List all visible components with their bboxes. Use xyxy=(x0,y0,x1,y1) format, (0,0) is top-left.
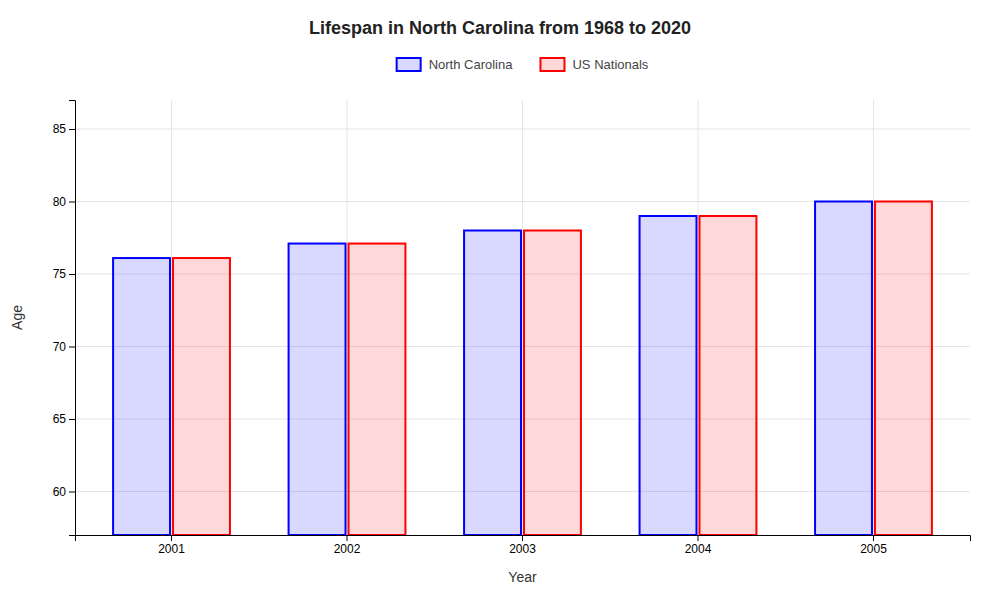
bar xyxy=(640,216,697,535)
tick-mark xyxy=(69,129,75,130)
tick-label: 75 xyxy=(53,267,67,281)
bar xyxy=(815,202,872,536)
tick-mark xyxy=(69,419,75,420)
tick: 60 xyxy=(53,485,75,499)
title: Lifespan in North Carolina from 1968 to … xyxy=(309,18,691,38)
tick-mark xyxy=(347,535,348,541)
tick-mark xyxy=(69,492,75,493)
chart: 60 65 70 75 80 85 2001 2002 2003 2004 2005 Year Age L… xyxy=(0,0,1000,600)
grid-line-x xyxy=(873,100,874,535)
tick-label: 2004 xyxy=(685,542,712,556)
tick-label: 85 xyxy=(53,122,67,136)
x-axis-title: Year xyxy=(508,569,537,585)
bar xyxy=(524,231,581,536)
y-axis-title: Age xyxy=(9,305,25,330)
tick-label: 2005 xyxy=(860,542,887,556)
grid-line-x xyxy=(347,100,348,535)
bar xyxy=(464,231,521,536)
axis-line xyxy=(76,536,971,542)
grid-line-x xyxy=(697,100,698,535)
tick: 70 xyxy=(53,340,75,354)
plot-area: 60 65 70 75 80 85 2001 2002 2003 2004 2005 xyxy=(53,100,971,556)
axis-line xyxy=(69,101,76,536)
bar xyxy=(173,258,230,535)
bar xyxy=(349,244,406,535)
grid-line-x xyxy=(171,100,172,535)
tick-label: 65 xyxy=(53,412,67,426)
tick: 2005 xyxy=(860,535,887,556)
bar xyxy=(113,258,170,535)
x-axis: 2001 2002 2003 2004 2005 xyxy=(76,535,971,556)
legend: North Carolina US Nationals xyxy=(397,57,649,72)
legend-label: North Carolina xyxy=(429,57,514,72)
tick-mark xyxy=(873,535,874,541)
tick: 80 xyxy=(53,195,75,209)
tick-label: 2001 xyxy=(158,542,185,556)
tick-label: 2003 xyxy=(509,542,536,556)
tick: 2002 xyxy=(334,535,361,556)
legend-swatch xyxy=(540,58,564,71)
bar xyxy=(289,244,346,535)
tick-label: 80 xyxy=(53,195,67,209)
tick: 65 xyxy=(53,412,75,426)
legend-item: North Carolina xyxy=(397,57,514,72)
tick-mark xyxy=(522,535,523,541)
tick-mark xyxy=(697,535,698,541)
tick-label: 70 xyxy=(53,340,67,354)
tick: 2001 xyxy=(158,535,185,556)
grid xyxy=(75,100,970,535)
tick-mark xyxy=(171,535,172,541)
legend-swatch xyxy=(397,58,421,71)
tick: 75 xyxy=(53,267,75,281)
bar-series xyxy=(113,202,872,536)
tick-mark xyxy=(69,202,75,203)
y-axis: 60 65 70 75 80 85 xyxy=(53,101,76,536)
grid-line-x xyxy=(522,100,523,535)
bar xyxy=(699,216,756,535)
tick-mark xyxy=(69,274,75,275)
bars xyxy=(113,202,932,536)
bar xyxy=(875,202,932,536)
bar-series xyxy=(173,202,932,536)
legend-item: US Nationals xyxy=(540,57,648,72)
legend-label: US Nationals xyxy=(572,57,648,72)
tick: 2004 xyxy=(685,535,712,556)
tick-label: 60 xyxy=(53,485,67,499)
tick: 2003 xyxy=(509,535,536,556)
tick-label: 2002 xyxy=(334,542,361,556)
tick-mark xyxy=(69,347,75,348)
tick: 85 xyxy=(53,122,75,136)
